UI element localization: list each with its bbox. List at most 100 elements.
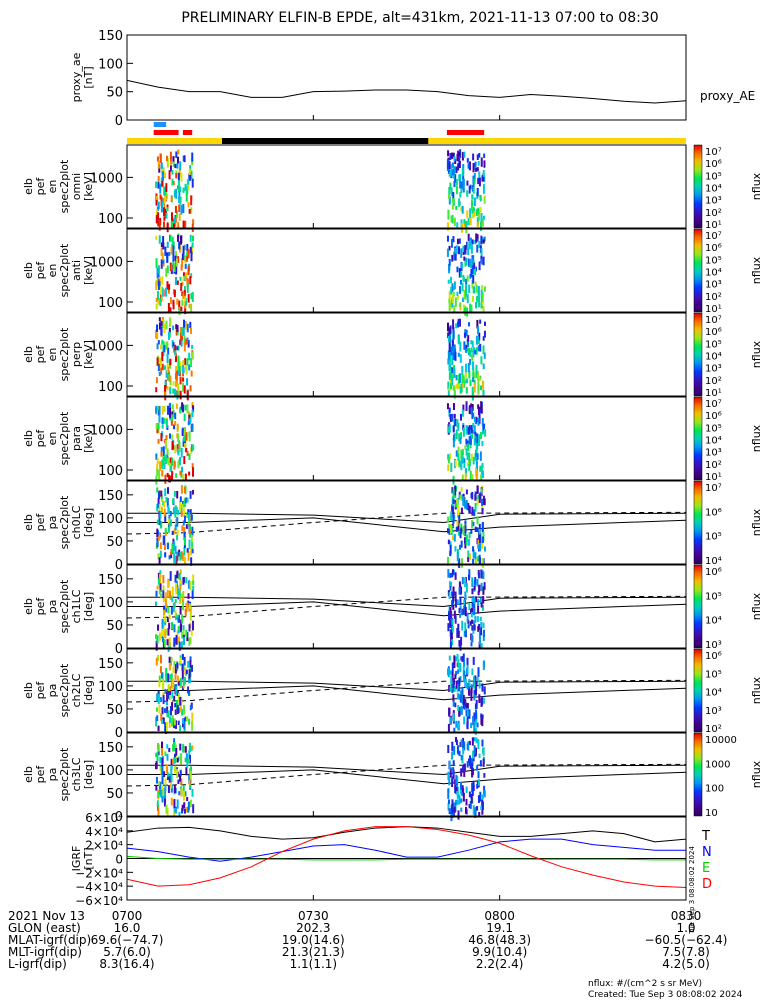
spectrogram-cell [190, 766, 193, 775]
spectrogram-cell [474, 552, 477, 560]
spectrogram-cell [460, 754, 463, 761]
spectrogram-cell [183, 721, 186, 730]
spectrogram-cell [459, 706, 462, 712]
spectrogram-cell [471, 280, 474, 289]
spectrogram-cell [165, 212, 168, 219]
spectrogram-cell [182, 520, 185, 526]
spectrogram-cell [177, 355, 180, 366]
spectrogram-cell [161, 719, 164, 725]
spectrogram-cell [156, 324, 159, 333]
spectrogram-cell [447, 390, 450, 396]
spectrogram-cell [480, 356, 483, 365]
spectrogram-cell [155, 281, 158, 291]
spectrogram-cell [473, 379, 476, 385]
spectrogram-cell [449, 716, 452, 724]
spectrogram-cell [452, 767, 455, 776]
spectrogram-cell [160, 789, 163, 799]
spectrogram-cell [172, 342, 175, 349]
spectrogram-cell [482, 604, 485, 611]
spectrogram-cell [187, 266, 190, 276]
spectrogram-cell [168, 251, 171, 256]
spectrogram-cell [471, 603, 474, 608]
spectrogram-cell [454, 779, 457, 785]
spectrogram-cell [460, 608, 463, 616]
spectrogram-cell [179, 773, 182, 782]
spectrogram-cell [160, 367, 163, 375]
spectrogram-cell [459, 341, 462, 352]
spectrogram-cell [157, 749, 160, 756]
spectrogram-cell [156, 800, 159, 807]
spectrogram-cell [155, 590, 158, 597]
spectrogram-cell [470, 407, 473, 415]
spectrogram-cell [173, 738, 176, 744]
spectrogram-cell [183, 456, 186, 465]
spectrogram-cell [167, 785, 170, 793]
spectrogram-cell [462, 496, 465, 506]
spectrogram-cell [174, 744, 177, 751]
spectrogram-cell [176, 280, 179, 285]
spectrogram-cell [459, 605, 462, 610]
y-tick-label: 1000 [90, 423, 123, 438]
spectrogram-cell [466, 190, 469, 197]
panel-perp: elb pef en spec2plot perp [keV]100100010⁷10⁶1… [22, 312, 763, 401]
y-tick-label: 0 [115, 114, 123, 129]
panel-label-line: ch1LC [70, 589, 83, 623]
spectrogram-cell [175, 612, 178, 621]
spectrogram-cell [156, 585, 159, 590]
spectrogram-cell [452, 679, 455, 688]
spectrogram-cell [170, 773, 173, 782]
spectrogram-cell [166, 706, 169, 714]
spectrogram-cell [473, 164, 476, 170]
y-tick-label: 100 [98, 512, 123, 527]
colorbar-tick-label: 10⁵ [705, 171, 722, 182]
panel-para: elb pef en spec2plot para [keV]100100010⁷10⁶1… [22, 396, 763, 485]
spectrogram-cell [455, 375, 458, 381]
colorbar-tick-label: 10⁵ [705, 423, 722, 434]
spectrogram-cell [170, 606, 173, 615]
spectrogram-cell [453, 433, 456, 442]
spectrogram-cell [449, 182, 452, 191]
spectrogram-cell [456, 295, 459, 300]
spectrogram-cell [482, 660, 485, 671]
spectrogram-cell [176, 298, 179, 305]
spectrogram-cell [174, 598, 177, 603]
spectrogram-cell [159, 756, 162, 764]
spectrogram-cell [175, 518, 178, 526]
colorbar [693, 564, 703, 649]
spectrogram-cell [480, 643, 483, 650]
proxy-ae-series-line [126, 79, 687, 104]
spectrogram-cell [464, 501, 467, 509]
panel-frame [126, 144, 687, 229]
spectrogram-cell [469, 359, 472, 365]
spectrogram-cell [191, 745, 194, 750]
colorbar-unit: nflux [750, 676, 763, 704]
spectrogram-cell [176, 423, 179, 431]
spectrogram-cell [192, 219, 195, 225]
spectrogram-cell [180, 708, 183, 716]
spectrogram-cell [159, 461, 162, 471]
spectrogram-cell [467, 427, 470, 435]
spectrogram-cell [160, 286, 163, 295]
spectrogram-cell [463, 341, 466, 350]
spectrogram-cell [468, 740, 471, 746]
spectrogram-cell [178, 811, 181, 816]
spectrogram-cell [457, 745, 460, 755]
spectrogram-cell [460, 487, 463, 492]
spectrogram-cell [476, 676, 479, 683]
spectrogram-cell [157, 806, 160, 816]
spectrogram-cell [173, 637, 176, 647]
panel-label-line: pef [34, 429, 47, 448]
spectrogram-cell [166, 353, 169, 363]
spectrogram-cell [470, 608, 473, 615]
spectrogram-cell [478, 261, 481, 271]
spectrogram-cell [162, 680, 165, 687]
panel-frame [126, 816, 687, 901]
colorbar-tick-label: 10⁶ [705, 567, 722, 578]
spectrogram-cell [185, 447, 188, 453]
spectrogram-cell [482, 256, 485, 266]
spectrogram-cell [466, 682, 469, 690]
spectrogram-cell [181, 718, 184, 724]
panel-label-line: pa [46, 600, 59, 614]
panel-frame [126, 396, 687, 481]
spectrogram-cell [471, 737, 474, 746]
